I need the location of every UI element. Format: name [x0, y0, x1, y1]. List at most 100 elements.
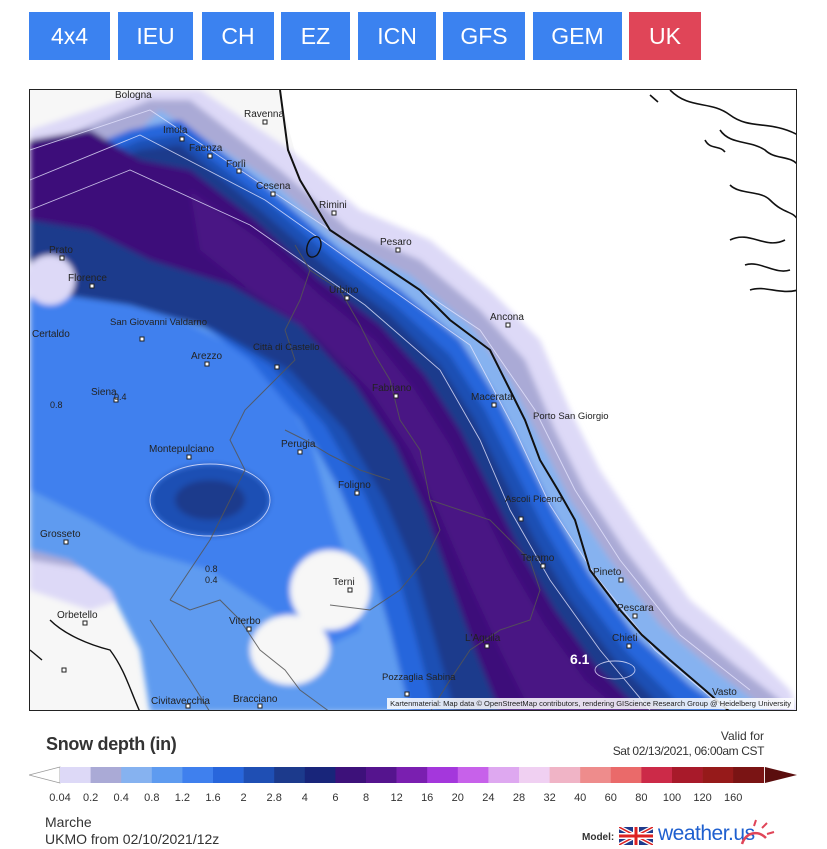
contour-label: 0.8 [205, 564, 218, 574]
tab-icn[interactable]: ICN [358, 12, 436, 60]
snow-depth-map[interactable]: Bologna Ravenna Imola Faenza Forlì Cesen… [29, 89, 797, 711]
contour-label: 0.4 [114, 392, 127, 402]
city-label: Fabriano [372, 383, 412, 394]
city-label: Pesaro [380, 237, 412, 248]
national-borders [30, 236, 322, 710]
colorbar-tick-label: 24 [482, 792, 495, 804]
city-label: Bracciano [233, 694, 278, 705]
region-borders [149, 244, 541, 710]
city-label: Città di Castello [253, 342, 320, 353]
colorbar-cell [488, 767, 520, 783]
colorbar-cell [90, 767, 122, 783]
city-label: Ascoli Piceno [505, 494, 562, 505]
colorbar-cell [733, 767, 765, 783]
city-label: Terni [333, 577, 355, 588]
colorbar-tick-label: 16 [421, 792, 434, 804]
tab-uk[interactable]: UK [629, 12, 701, 60]
model-run-label: UKMO from 02/10/2021/12z [45, 831, 220, 847]
colorbar-tick-label: 2 [240, 792, 247, 804]
weather-us-logo[interactable]: weather.us [658, 822, 755, 845]
city-label: Montepulciano [149, 444, 214, 455]
colorbar-ticks: 0.04 0.2 0.4 0.8 1.2 1.6 2 2.8 4 6 8 12 16 20 24 28 32 40… [0, 792, 827, 808]
colorbar-tick-label: 0.2 [82, 792, 99, 804]
city-label: Viterbo [229, 616, 261, 627]
snow-bands [30, 90, 796, 710]
city-label: Grosseto [40, 529, 81, 540]
colorbar-cell [641, 767, 673, 783]
colorbar-tick-label: 160 [724, 792, 743, 804]
city-label: Certaldo [32, 329, 70, 340]
croatia-coast [649, 90, 796, 293]
contour-label: 0.8 [50, 400, 63, 410]
colorbar-tick-label: 28 [512, 792, 526, 804]
colorbar-cell [702, 767, 734, 783]
colorbar-min-arrow [29, 766, 61, 784]
uk-flag-icon [619, 827, 653, 845]
logo-sun-icon [740, 819, 775, 845]
city-label: Cesena [256, 181, 291, 192]
colorbar-cell [427, 767, 459, 783]
city-label: Urbino [329, 285, 359, 296]
colorbar-tick-label: 6 [332, 792, 339, 804]
city-label: Teramo [521, 553, 555, 564]
colorbar-cell [519, 767, 550, 783]
colorbar-cell [335, 767, 367, 783]
tab-ch[interactable]: CH [202, 12, 274, 60]
city-label: Imola [163, 125, 188, 136]
city-label: San Giovanni Valdarno [110, 317, 207, 328]
colorbar-cell [672, 767, 703, 783]
city-label: Prato [49, 245, 73, 256]
colorbar-tick-label: 2.8 [266, 792, 282, 804]
city-markers [59, 119, 638, 709]
colorbar-cell [549, 767, 581, 783]
valid-time: Sat 02/13/2021, 06:00am CST [612, 744, 765, 758]
tab-ez[interactable]: EZ [281, 12, 350, 60]
colorbar-cell [151, 767, 183, 783]
city-label: Ancona [490, 312, 524, 323]
colorbar-cell [457, 767, 489, 783]
map-canvas: Bologna Ravenna Imola Faenza Forlì Cesen… [30, 90, 796, 710]
legend-title: Snow depth (in) [46, 734, 177, 754]
contour-lines [30, 109, 751, 710]
valid-for-label: Valid for [720, 729, 764, 743]
colorbar [29, 766, 797, 784]
city-label: Ravenna [244, 109, 284, 120]
coastline [279, 90, 730, 710]
colorbar-cell [60, 767, 91, 783]
colorbar-max-arrow [765, 767, 797, 783]
region-label: Marche [45, 814, 92, 830]
colorbar-cell [580, 767, 612, 783]
tab-ieu[interactable]: IEU [118, 12, 193, 60]
city-label: Florence [68, 273, 107, 284]
contour-value-labels: 0.8 0.4 0.8 0.4 6.1 [50, 392, 590, 667]
colorbar-cell [366, 767, 397, 783]
tab-gfs[interactable]: GFS [443, 12, 525, 60]
colorbar-cell [396, 767, 428, 783]
max-value-label: 6.1 [570, 651, 590, 667]
city-label: Pineto [593, 567, 622, 578]
colorbar-cell [610, 767, 642, 783]
city-label: Arezzo [191, 351, 223, 362]
colorbar-tick-label: 0.8 [144, 792, 160, 804]
colorbar-tick-label: 12 [390, 792, 403, 804]
city-label: Faenza [189, 143, 223, 154]
colorbar-tick-label: 60 [604, 792, 617, 804]
city-label: Siena [91, 387, 117, 398]
city-label: Rimini [319, 200, 347, 211]
model-label: Model: [582, 832, 615, 843]
colorbar-cell [243, 767, 275, 783]
tab-gem[interactable]: GEM [533, 12, 622, 60]
city-labels: Bologna Ravenna Imola Faenza Forlì Cesen… [32, 90, 737, 707]
colorbar-cell [213, 767, 244, 783]
colorbar-tick-label: 20 [451, 792, 464, 804]
city-label: Macerata [471, 392, 513, 403]
city-label: Porto San Giorgio [533, 411, 609, 422]
city-label: Perugia [281, 439, 316, 450]
city-label: Chieti [612, 633, 638, 644]
city-label: Pescara [617, 603, 654, 614]
tab-4x4[interactable]: 4x4 [29, 12, 110, 60]
contour-label: 0.4 [205, 575, 218, 585]
colorbar-cell [274, 767, 306, 783]
city-label: L'Aquila [465, 633, 501, 644]
city-label: Bologna [115, 90, 152, 101]
